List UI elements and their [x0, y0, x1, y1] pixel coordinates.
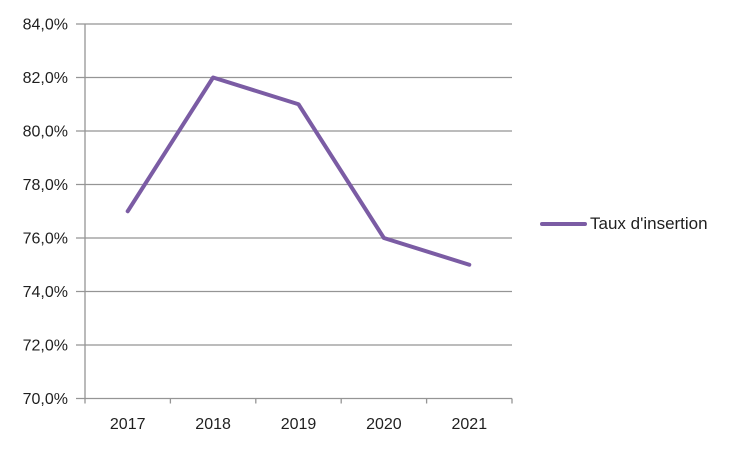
y-axis-label: 74,0% — [23, 284, 68, 301]
y-axis-label: 80,0% — [23, 124, 68, 141]
x-axis-label: 2020 — [366, 416, 402, 433]
y-axis-label: 78,0% — [23, 177, 68, 194]
x-axis-label: 2017 — [110, 416, 146, 433]
legend: Taux d'insertion — [540, 213, 708, 235]
legend-line-swatch — [540, 221, 587, 227]
x-axis-label: 2018 — [195, 416, 231, 433]
y-axis-label: 76,0% — [23, 231, 68, 248]
y-axis-label: 72,0% — [23, 338, 68, 355]
y-axis-label: 84,0% — [23, 17, 68, 34]
y-axis-label: 82,0% — [23, 70, 68, 87]
series-line — [125, 75, 472, 267]
legend-label: Taux d'insertion — [590, 214, 708, 233]
y-axis-label: 70,0% — [23, 391, 68, 408]
x-axis-label: 2021 — [452, 416, 488, 433]
x-axis-label: 2019 — [281, 416, 317, 433]
